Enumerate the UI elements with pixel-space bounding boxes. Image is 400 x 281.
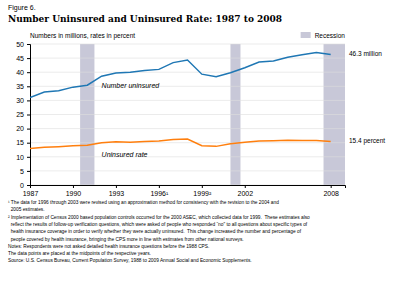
y-tick-mark	[27, 100, 30, 101]
chart: Figure 6. Number Uninsured and Uninsured …	[0, 0, 400, 281]
y-tick: 5	[20, 168, 30, 175]
y-tick: 50	[16, 41, 30, 48]
x-tick: 2008	[323, 185, 339, 197]
series-label: Number uninsured	[102, 82, 161, 89]
x-tick-label: 1993	[109, 190, 125, 197]
lines	[30, 52, 331, 148]
x-tick-mark	[245, 185, 246, 188]
footnote: health insurance coverage in order to ve…	[8, 229, 302, 234]
y-tick-label: 15	[16, 139, 24, 146]
grid-line	[30, 128, 345, 129]
y-tick-label: 20	[16, 125, 24, 132]
footnote: ¹ The data for 1996 through 2003 were re…	[8, 200, 279, 205]
legend-swatch	[301, 32, 311, 38]
footnote: ² Implementation of Census 2000 based po…	[8, 215, 310, 220]
grid	[30, 44, 345, 185]
x-tick-mark	[202, 185, 203, 188]
grid-line	[30, 72, 345, 73]
x-tick: 1996¹	[150, 185, 169, 197]
grid-line	[30, 44, 345, 45]
subtitle: Numbers in millions, rates in percent	[30, 32, 135, 40]
y-tick-label: 0	[20, 182, 24, 189]
y-tick: 25	[16, 111, 30, 118]
y-tick-label: 25	[16, 111, 24, 118]
x-tick-mark	[159, 185, 160, 188]
x-tick-label: 1996¹	[150, 190, 169, 197]
grid-line	[30, 142, 345, 143]
y-tick-mark	[27, 129, 30, 130]
y-tick: 10	[16, 154, 30, 161]
y-axis-line	[27, 45, 31, 186]
y-tick: 40	[16, 69, 30, 76]
grid-line	[30, 58, 345, 59]
y-tick-mark	[27, 115, 30, 116]
grid-line	[30, 114, 345, 115]
footnote: 2005 estimates.	[8, 207, 45, 212]
grid-line	[30, 156, 345, 157]
footnote: Notes: Respondents were not asked detail…	[8, 244, 209, 249]
footnotes: ¹ The data for 1996 through 2003 were re…	[8, 200, 310, 263]
y-tick: 30	[16, 97, 30, 104]
footnote: people covered by health insurance, brin…	[8, 237, 244, 242]
footnote: reflect the results of follow-up verific…	[8, 222, 308, 227]
y-tick: 45	[16, 55, 30, 62]
legend-label: Recession	[315, 32, 346, 39]
x-tick-mark	[116, 185, 117, 188]
figure-label: Figure 6.	[8, 4, 36, 12]
y-tick: 15	[16, 139, 30, 146]
annotation: 46.3 million	[349, 50, 382, 57]
x-axis: 1987 1990 1993 1996¹ 1999² 2002 2008	[23, 185, 346, 197]
y-tick-label: 30	[16, 97, 24, 104]
series-line	[30, 52, 331, 97]
y-tick-label: 40	[16, 69, 24, 76]
x-tick-mark	[73, 185, 74, 188]
y-axis: 0 5 10 15 20 25 30 35 40 45 50	[16, 41, 30, 189]
grid-line	[30, 100, 345, 101]
x-axis-line	[31, 186, 346, 189]
footnote: The data points are placed at the midpoi…	[8, 251, 151, 256]
series-label: Uninsured rate	[102, 151, 148, 158]
y-tick-label: 10	[16, 154, 24, 161]
series-line	[30, 139, 331, 149]
y-tick-mark	[27, 143, 30, 144]
y-tick-mark	[27, 157, 30, 158]
y-tick-label: 5	[20, 168, 24, 175]
x-tick-label: 1999²	[193, 190, 212, 197]
annotation: 15.4 percent	[349, 137, 385, 145]
x-tick-label: 1987	[23, 190, 39, 197]
x-tick: 1990	[66, 185, 82, 197]
y-tick-label: 50	[16, 41, 24, 48]
y-tick-label: 35	[16, 83, 24, 90]
y-tick-mark	[27, 86, 30, 87]
x-tick-label: 1990	[66, 190, 82, 197]
legend: Recession	[301, 32, 346, 39]
footnote: Source: U.S. Census Bureau, Current Popu…	[8, 258, 252, 263]
x-tick: 1993	[109, 185, 125, 197]
x-tick-label: 2002	[237, 190, 253, 197]
y-tick: 0	[20, 182, 30, 189]
y-tick-mark	[27, 72, 30, 73]
y-tick: 20	[16, 125, 30, 132]
x-tick-mark	[331, 185, 332, 188]
y-tick: 35	[16, 83, 30, 90]
y-tick-label: 45	[16, 55, 24, 62]
grid-line	[30, 170, 345, 171]
x-tick: 2002	[237, 185, 253, 197]
x-tick: 1987	[23, 185, 39, 197]
y-tick-mark	[27, 185, 30, 186]
y-tick-mark	[27, 58, 30, 59]
x-tick-label: 2008	[323, 190, 339, 197]
y-tick-mark	[27, 171, 30, 172]
title: Number Uninsured and Uninsured Rate: 198…	[8, 14, 282, 24]
y-tick-mark	[27, 44, 30, 45]
x-tick: 1999²	[193, 185, 212, 197]
